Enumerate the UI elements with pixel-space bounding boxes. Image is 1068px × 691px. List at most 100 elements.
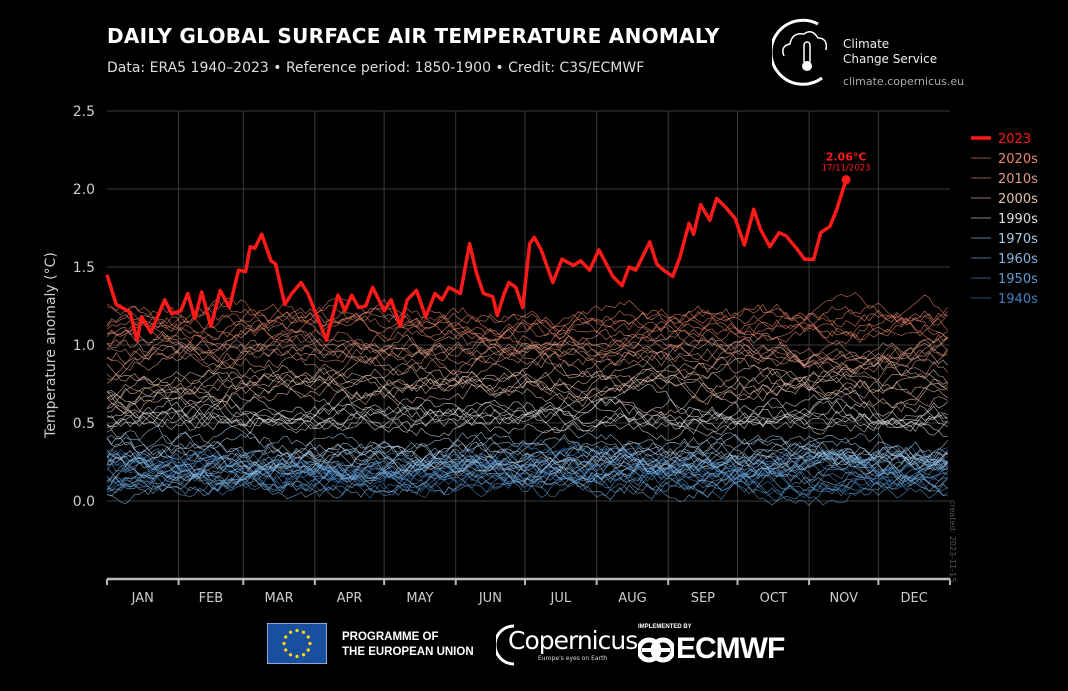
- historical-line-2020s: [106, 291, 948, 342]
- historical-line-2010s: [106, 329, 948, 376]
- historical-line-2020s: [106, 304, 948, 345]
- y-tick-label: 2.0: [73, 182, 95, 198]
- historical-line-2010s: [106, 333, 948, 373]
- c3s-line1: Climate: [843, 37, 890, 51]
- eu-star-icon: [288, 653, 293, 657]
- historical-line-2000s: [106, 352, 948, 402]
- y-axis-label: Temperature anomaly (°C): [43, 252, 59, 439]
- eu-programme-text: PROGRAMME OF THE EUROPEAN UNION: [342, 630, 474, 660]
- x-tick-label: NOV: [829, 591, 858, 606]
- x-tick-label: SEP: [691, 591, 715, 606]
- historical-line-1990s: [106, 386, 948, 431]
- highlight-value-label: 2.06°C: [826, 151, 867, 164]
- legend-label: 2000s: [998, 192, 1038, 207]
- x-tick-label: JUL: [550, 591, 572, 606]
- x-tick-label: APR: [337, 591, 363, 606]
- historical-line-1970s: [106, 431, 948, 471]
- historical-line-1990s: [106, 396, 948, 437]
- historical-line-2020s: [106, 299, 948, 356]
- eu-star-icon: [308, 641, 312, 646]
- copernicus-logo: Copernicus: [508, 626, 638, 655]
- c3s-url: climate.copernicus.eu: [843, 75, 965, 88]
- historical-line-1960s: [106, 448, 948, 492]
- historical-line-1950s: [106, 456, 948, 507]
- eu-star-icon: [295, 628, 299, 633]
- y-tick-label: 1.5: [73, 260, 95, 276]
- historical-line-2010s: [106, 328, 948, 381]
- eu-star-icon: [301, 653, 306, 657]
- x-axis: JAN FEB MAR APR MAY JUN JUL AUG SEP OCT NOV DEC: [106, 577, 951, 606]
- legend-label: 1990s: [998, 212, 1038, 227]
- series-2023-line: [105, 179, 848, 343]
- copernicus-swoosh-icon: [496, 624, 515, 666]
- eu-flag-icon: [267, 623, 327, 664]
- eu-line2: THE EUROPEAN UNION: [342, 646, 474, 658]
- eu-star-icon: [295, 654, 299, 659]
- historical-line-2000s: [106, 357, 948, 414]
- chart-title: DAILY GLOBAL SURFACE AIR TEMPERATURE ANO…: [107, 24, 720, 48]
- c3s-name: Climate Change Service: [843, 37, 937, 67]
- x-tick-label: JAN: [131, 591, 154, 606]
- historical-line-2020s: [106, 305, 948, 355]
- historical-line-1940s: [106, 444, 948, 499]
- x-tick-label: FEB: [199, 591, 224, 606]
- x-tick-label: DEC: [901, 591, 928, 606]
- historical-line-2010s: [106, 336, 948, 381]
- y-axis: 2.5 2.0 1.5 1.0 0.5 0.0: [73, 104, 95, 510]
- x-tick-label: MAY: [406, 591, 433, 606]
- legend: 2023 2020s 2010s 2000s 1990s 1970s 1960s 1950s 1…: [971, 132, 1038, 307]
- eu-star-icon: [301, 630, 306, 634]
- legend-label: 2020s: [998, 152, 1038, 167]
- historical-line-2010s: [106, 322, 948, 373]
- historical-line-1990s: [106, 399, 948, 432]
- historical-line-1940s: [106, 443, 948, 499]
- chart-subtitle: Data: ERA5 1940–2023 • Reference period:…: [107, 60, 645, 76]
- historical-line-1990s: [106, 383, 948, 435]
- eu-star-icon: [282, 641, 286, 646]
- implemented-by: IMPLEMENTED BY: [638, 624, 692, 630]
- highlight-date-label: 17/11/2023: [822, 164, 871, 174]
- historical-line-1960s: [106, 448, 948, 500]
- x-tick-label: JUN: [478, 591, 502, 606]
- historical-line-1970s: [106, 435, 948, 475]
- ecmwf-logo: ECMWF: [676, 632, 785, 665]
- copernicus-tagline: Europe's eyes on Earth: [538, 655, 608, 662]
- historical-line-1960s: [106, 449, 948, 505]
- historical-line-1990s: [106, 400, 948, 438]
- historical-line-2020s: [106, 298, 948, 357]
- x-tick-label: AUG: [618, 591, 646, 606]
- historical-line-2000s: [106, 367, 948, 416]
- historical-line-2000s: [106, 364, 948, 415]
- legend-label: 1950s: [998, 272, 1038, 287]
- historical-line-2020s: [106, 297, 948, 350]
- historical-line-2000s: [106, 352, 948, 410]
- eu-star-icon: [306, 648, 310, 652]
- historical-line-1950s: [106, 452, 948, 501]
- x-tick-label: MAR: [264, 591, 293, 606]
- legend-label: 1970s: [998, 232, 1038, 247]
- eu-line1: PROGRAMME OF: [342, 631, 439, 643]
- c3s-line2: Change Service: [843, 52, 938, 66]
- historical-line-1990s: [106, 388, 948, 441]
- eu-star-icon: [306, 635, 310, 639]
- historical-line-1970s: [106, 432, 948, 478]
- legend-label: 2023: [998, 132, 1031, 147]
- y-tick-label: 0.0: [73, 494, 95, 510]
- y-tick-label: 2.5: [73, 104, 95, 120]
- historical-line-2010s: [106, 328, 948, 376]
- historical-line-1970s: [106, 437, 948, 482]
- highlight-point: [841, 175, 851, 185]
- legend-label: 1960s: [998, 252, 1038, 267]
- historical-line-1970s: [106, 431, 948, 472]
- historical-line-1990s: [106, 400, 948, 435]
- y-tick-label: 1.0: [73, 338, 95, 354]
- historical-lines: [106, 291, 948, 507]
- ecmwf-logo-icon: [638, 637, 674, 663]
- created-note: created: 2023-11-15: [948, 500, 957, 583]
- eu-star-icon: [284, 648, 288, 652]
- eu-star-icon: [288, 630, 293, 634]
- historical-line-2000s: [106, 357, 948, 408]
- historical-line-1950s: [106, 454, 948, 498]
- grid: [107, 110, 950, 579]
